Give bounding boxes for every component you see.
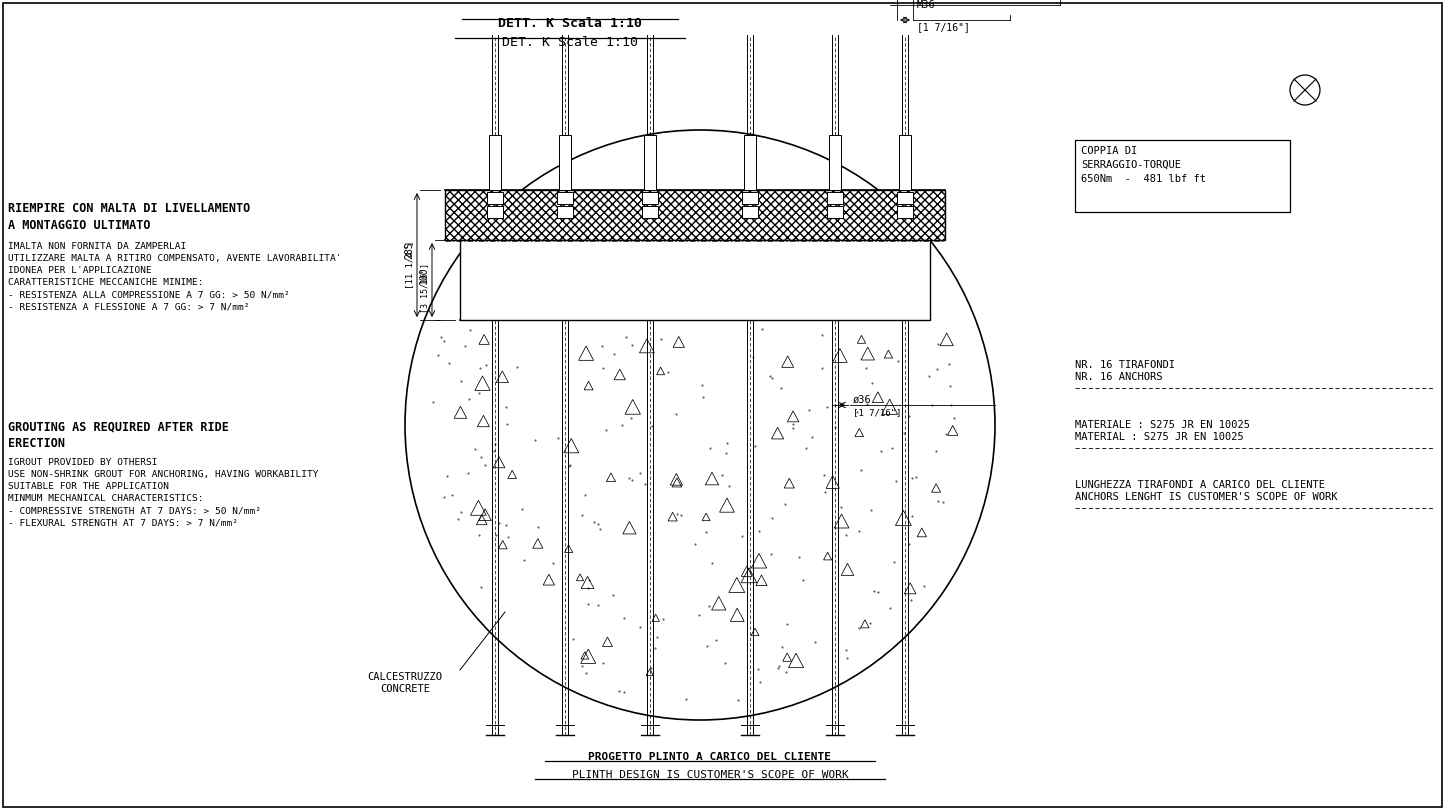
Bar bbox=[488, 135, 501, 190]
Text: PROGETTO PLINTO A CARICO DEL CLIENTE: PROGETTO PLINTO A CARICO DEL CLIENTE bbox=[588, 752, 831, 762]
Bar bbox=[741, 206, 759, 218]
Text: ø36: ø36 bbox=[853, 395, 871, 405]
Text: [3 15/16"]: [3 15/16"] bbox=[420, 263, 429, 313]
Bar bbox=[1075, 140, 1290, 212]
Bar bbox=[559, 135, 571, 190]
Text: MATERIALE : S275 JR EN 10025
MATERIAL : S275 JR EN 10025: MATERIALE : S275 JR EN 10025 MATERIAL : … bbox=[1075, 420, 1250, 441]
Bar bbox=[460, 240, 931, 320]
Bar bbox=[487, 192, 503, 204]
Bar bbox=[556, 192, 574, 204]
Bar bbox=[642, 206, 657, 218]
Bar bbox=[445, 190, 945, 240]
Text: CALCESTRUZZO
CONCRETE: CALCESTRUZZO CONCRETE bbox=[367, 672, 442, 693]
Bar bbox=[556, 206, 574, 218]
Bar bbox=[897, 192, 913, 204]
Bar bbox=[445, 190, 945, 240]
Text: 100: 100 bbox=[419, 266, 429, 284]
Text: IGROUT PROVIDED BY OTHERSI
USE NON-SHRINK GROUT FOR ANCHORING, HAVING WORKABILIT: IGROUT PROVIDED BY OTHERSI USE NON-SHRIN… bbox=[9, 458, 318, 528]
Bar bbox=[644, 135, 656, 190]
Text: IMALTA NON FORNITA DA ZAMPERLAI
UTILIZZARE MALTA A RITIRO COMPENSATO, AVENTE LAV: IMALTA NON FORNITA DA ZAMPERLAI UTILIZZA… bbox=[9, 242, 341, 312]
Bar bbox=[827, 192, 842, 204]
Text: [11 1/4"]: [11 1/4"] bbox=[405, 241, 415, 289]
Bar bbox=[897, 206, 913, 218]
Text: PLINTH DESIGN IS CUSTOMER'S SCOPE OF WORK: PLINTH DESIGN IS CUSTOMER'S SCOPE OF WOR… bbox=[572, 770, 848, 780]
Bar bbox=[829, 135, 841, 190]
Text: [1 7/16"]: [1 7/16"] bbox=[918, 22, 970, 32]
Text: COPPIA DI
SERRAGGIO-TORQUE
650Nm  -  481 lbf ft: COPPIA DI SERRAGGIO-TORQUE 650Nm - 481 l… bbox=[1081, 146, 1207, 184]
Text: 285: 285 bbox=[405, 241, 415, 259]
Text: RIEMPIRE CON MALTA DI LIVELLAMENTO
A MONTAGGIO ULTIMATO: RIEMPIRE CON MALTA DI LIVELLAMENTO A MON… bbox=[9, 202, 250, 232]
Bar bbox=[741, 192, 759, 204]
Text: M36: M36 bbox=[918, 0, 936, 10]
Text: NR. 16 TIRAFONDI
NR. 16 ANCHORS: NR. 16 TIRAFONDI NR. 16 ANCHORS bbox=[1075, 360, 1175, 382]
Bar bbox=[487, 206, 503, 218]
Bar bbox=[642, 192, 657, 204]
Text: LUNGHEZZA TIRAFONDI A CARICO DEL CLIENTE
ANCHORS LENGHT IS CUSTOMER'S SCOPE OF W: LUNGHEZZA TIRAFONDI A CARICO DEL CLIENTE… bbox=[1075, 480, 1338, 501]
Bar bbox=[744, 135, 756, 190]
Text: [1 7/16"]: [1 7/16"] bbox=[853, 408, 902, 417]
Bar bbox=[899, 135, 910, 190]
Text: GROUTING AS REQUIRED AFTER RIDE
ERECTION: GROUTING AS REQUIRED AFTER RIDE ERECTION bbox=[9, 420, 228, 450]
Text: DETT. K Scala 1:10: DETT. K Scala 1:10 bbox=[499, 17, 642, 30]
Text: DET. K Scale 1:10: DET. K Scale 1:10 bbox=[501, 36, 639, 49]
Bar bbox=[827, 206, 842, 218]
